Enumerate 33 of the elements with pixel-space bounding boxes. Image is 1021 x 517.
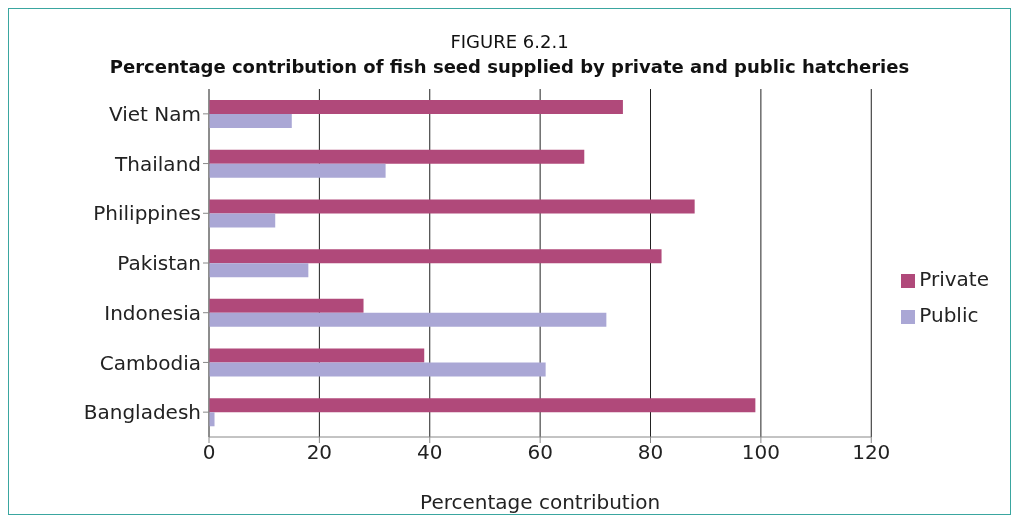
chart-subtitle: Percentage contribution of fish seed supplied by private and public hatcheries bbox=[108, 56, 911, 77]
y-tick-label: Thailand bbox=[114, 151, 201, 176]
bar bbox=[209, 298, 364, 313]
bar bbox=[209, 398, 756, 413]
bar bbox=[209, 312, 607, 327]
bar bbox=[209, 362, 546, 377]
x-tick-label: 80 bbox=[637, 440, 664, 465]
x-tick-label: 100 bbox=[741, 440, 780, 465]
bar bbox=[209, 114, 292, 128]
x-tick-label: 60 bbox=[527, 440, 553, 465]
bar bbox=[209, 163, 386, 178]
chart-title: FIGURE 6.2.1 bbox=[449, 31, 570, 52]
y-tick-label: Indonesia bbox=[104, 300, 201, 325]
bar bbox=[209, 412, 215, 427]
legend-label: Public bbox=[919, 303, 979, 327]
x-tick-label: 0 bbox=[202, 440, 216, 465]
bar bbox=[209, 348, 425, 363]
x-axis-title: Percentage contribution bbox=[420, 490, 661, 514]
bar bbox=[209, 263, 309, 278]
y-tick-label: Viet Nam bbox=[108, 101, 201, 126]
legend-label: Private bbox=[919, 267, 989, 291]
y-tick-label: Pakistan bbox=[117, 251, 201, 276]
x-tick-label: 20 bbox=[306, 440, 333, 465]
y-tick-label: Cambodia bbox=[99, 350, 201, 375]
bar bbox=[209, 249, 662, 264]
y-tick-label: Philippines bbox=[93, 201, 201, 226]
bar bbox=[209, 199, 695, 214]
bar bbox=[209, 213, 276, 228]
x-tick-label: 120 bbox=[852, 440, 891, 465]
x-tick-label: 40 bbox=[417, 440, 443, 465]
y-tick-label: Bangladesh bbox=[83, 400, 201, 425]
bar bbox=[209, 100, 623, 114]
bar bbox=[209, 149, 585, 164]
